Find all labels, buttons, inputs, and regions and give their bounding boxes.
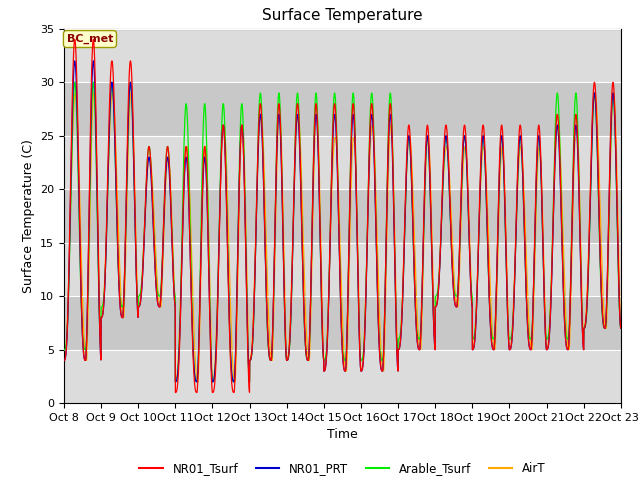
Bar: [64, 243, 621, 296]
X-axis label: Time: Time: [327, 429, 358, 442]
Arable_Tsurf: [397, 325, 404, 331]
Arable_Tsurf: [617, 325, 625, 331]
NR01_PRT: [60, 358, 68, 363]
AirT: [407, 141, 415, 147]
Bar: [64, 136, 621, 189]
Bar: [64, 296, 621, 350]
Line: Arable_Tsurf: Arable_Tsurf: [64, 83, 621, 382]
NR01_Tsurf: [216, 210, 223, 216]
Arable_Tsurf: [216, 199, 223, 205]
Arable_Tsurf: [407, 156, 415, 162]
NR01_Tsurf: [180, 190, 188, 196]
Legend: NR01_Tsurf, NR01_PRT, Arable_Tsurf, AirT: NR01_Tsurf, NR01_PRT, Arable_Tsurf, AirT: [134, 458, 550, 480]
AirT: [564, 345, 572, 350]
NR01_Tsurf: [564, 347, 572, 352]
NR01_PRT: [397, 332, 404, 338]
AirT: [216, 211, 223, 217]
NR01_Tsurf: [617, 325, 625, 331]
AirT: [397, 324, 404, 330]
NR01_PRT: [564, 347, 572, 352]
Arable_Tsurf: [564, 336, 572, 342]
NR01_PRT: [172, 379, 179, 384]
AirT: [617, 324, 625, 329]
Line: AirT: AirT: [64, 93, 621, 382]
NR01_PRT: [71, 58, 79, 64]
Title: Surface Temperature: Surface Temperature: [262, 9, 422, 24]
Arable_Tsurf: [60, 347, 68, 353]
Bar: [64, 82, 621, 136]
AirT: [127, 90, 135, 96]
Line: NR01_PRT: NR01_PRT: [64, 61, 621, 382]
NR01_PRT: [216, 206, 223, 212]
Bar: [64, 29, 621, 82]
Arable_Tsurf: [71, 80, 79, 85]
NR01_Tsurf: [397, 332, 404, 337]
NR01_PRT: [617, 325, 625, 331]
NR01_Tsurf: [407, 146, 415, 152]
Line: NR01_Tsurf: NR01_Tsurf: [64, 39, 621, 393]
NR01_PRT: [617, 325, 625, 331]
NR01_Tsurf: [172, 390, 179, 396]
AirT: [231, 379, 239, 384]
NR01_Tsurf: [71, 36, 79, 42]
Arable_Tsurf: [617, 325, 625, 331]
Arable_Tsurf: [172, 379, 179, 384]
Y-axis label: Surface Temperature (C): Surface Temperature (C): [22, 139, 35, 293]
Arable_Tsurf: [180, 158, 188, 164]
AirT: [617, 325, 625, 331]
Bar: [64, 189, 621, 243]
NR01_PRT: [407, 156, 415, 161]
AirT: [60, 358, 68, 363]
AirT: [180, 196, 188, 202]
Text: BC_met: BC_met: [67, 34, 113, 44]
NR01_PRT: [180, 197, 188, 203]
NR01_Tsurf: [60, 358, 68, 363]
Bar: [64, 350, 621, 403]
NR01_Tsurf: [617, 325, 625, 331]
